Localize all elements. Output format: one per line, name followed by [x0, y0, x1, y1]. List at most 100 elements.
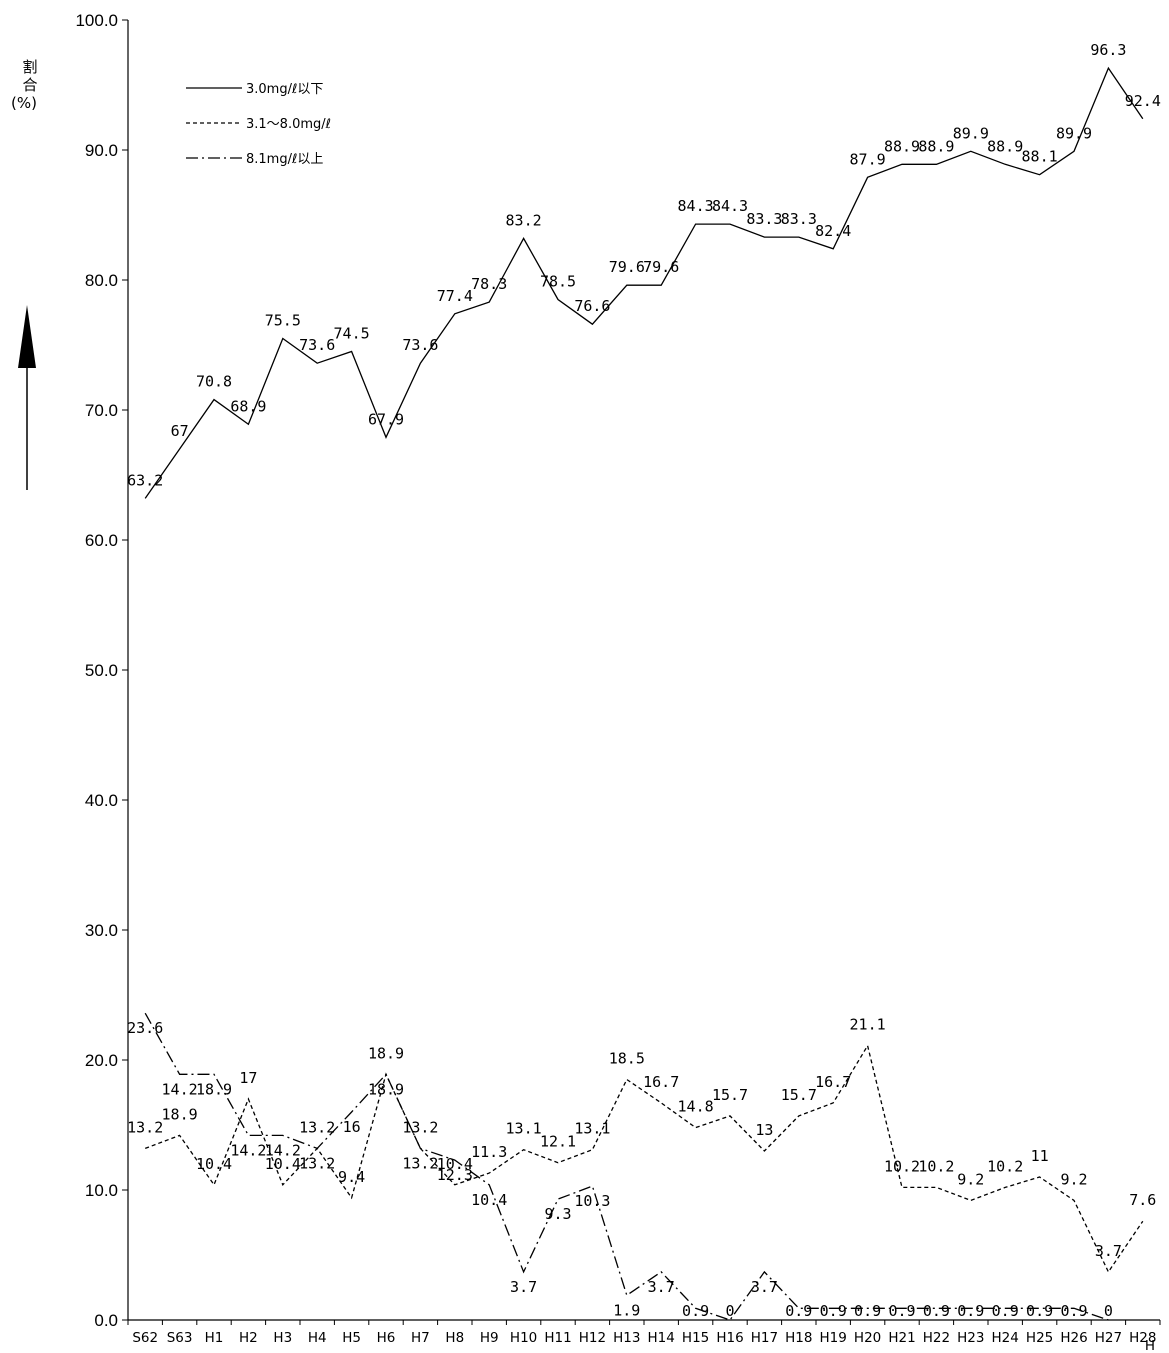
- legend: 3.0mg/ℓ以下 3.1～8.0mg/ℓ 8.1mg/ℓ以上: [186, 82, 331, 167]
- data-label: 13.2: [402, 1154, 438, 1172]
- data-label: 89.9: [1056, 124, 1092, 142]
- legend-label-1: 3.0mg/ℓ以下: [246, 82, 323, 97]
- y-axis-label-char-2: 合: [22, 76, 37, 94]
- data-label: 13.2: [299, 1118, 335, 1136]
- data-label: 0: [725, 1302, 734, 1320]
- data-label: 75.5: [265, 312, 301, 330]
- data-label: 78.3: [471, 275, 507, 293]
- data-label: 0.9: [820, 1302, 847, 1320]
- legend-label-2: 3.1～8.0mg/ℓ: [246, 117, 331, 132]
- x-tick-label: H19: [820, 1330, 847, 1346]
- data-label: 73.6: [402, 336, 438, 354]
- series-line-3: [144, 1012, 1109, 1321]
- data-label: 0: [1104, 1302, 1113, 1320]
- x-tick-label: H9: [480, 1330, 499, 1346]
- data-label: 9.4: [338, 1168, 365, 1186]
- data-label: 67.9: [368, 410, 404, 428]
- y-axis-label: 割 合 (%): [11, 58, 37, 112]
- x-axis-categories: S62 S63 H1 H2 H3 H4 H5 H6 H7 H8 H9 H10 H11 H12 H13 H14 H…: [127, 1320, 1161, 1346]
- y-tick-label: 0.0: [94, 1311, 118, 1330]
- data-label: 0.9: [923, 1302, 950, 1320]
- data-label: 9.2: [1060, 1170, 1087, 1188]
- data-label: 10.4: [265, 1155, 301, 1173]
- x-tick-label: H18: [785, 1330, 812, 1346]
- x-tick-label: H17: [751, 1330, 778, 1346]
- x-tick-label: H4: [308, 1330, 327, 1346]
- x-tick-label: H23: [957, 1330, 984, 1346]
- data-label: 0.9: [1060, 1302, 1087, 1320]
- data-label: 14.2: [230, 1141, 266, 1159]
- data-label: 16: [343, 1118, 361, 1136]
- y-tick-label: 10.0: [85, 1181, 118, 1200]
- data-label: 14.2: [162, 1080, 198, 1098]
- data-label: 82.4: [815, 222, 851, 240]
- y-tick-label: 90.0: [85, 141, 118, 160]
- data-label: 3.7: [648, 1278, 675, 1296]
- data-label: 13.2: [402, 1118, 438, 1136]
- data-label: 88.1: [1022, 148, 1058, 166]
- data-label: 7.6: [1129, 1191, 1156, 1209]
- data-label: 89.9: [953, 124, 989, 142]
- data-label: 10.2: [987, 1157, 1023, 1175]
- x-tick-label: H11: [544, 1330, 571, 1346]
- data-label: 88.9: [987, 137, 1023, 155]
- data-label: 0.9: [1026, 1302, 1053, 1320]
- data-label: 17: [239, 1069, 257, 1087]
- x-tick-label: H7: [411, 1330, 430, 1346]
- x-tick-label: H20: [854, 1330, 881, 1346]
- data-label: 12.3: [437, 1166, 473, 1184]
- data-label: 88.9: [918, 137, 954, 155]
- data-labels: 63.26770.868.975.573.674.567.973.677.478…: [127, 41, 1161, 1320]
- x-tick-label: H5: [342, 1330, 361, 1346]
- data-label: 15.7: [712, 1086, 748, 1104]
- data-label: 14.8: [678, 1098, 714, 1116]
- y-tick-label: 100.0: [75, 11, 118, 30]
- x-tick-label: H28: [1129, 1330, 1156, 1346]
- x-tick-label: H27: [1095, 1330, 1122, 1346]
- data-label: 10.2: [918, 1157, 954, 1175]
- data-label: 78.5: [540, 273, 576, 291]
- data-label: 9.2: [957, 1170, 984, 1188]
- data-label: 16.7: [643, 1073, 679, 1091]
- data-label: 0.9: [682, 1302, 709, 1320]
- data-label: 70.8: [196, 373, 232, 391]
- y-tick-label: 20.0: [85, 1051, 118, 1070]
- data-label: 84.3: [712, 197, 748, 215]
- series-line-1: [144, 66, 1144, 499]
- data-label: 87.9: [850, 150, 886, 168]
- data-label: 73.6: [299, 336, 335, 354]
- data-label: 21.1: [850, 1016, 886, 1034]
- data-label: 83.3: [746, 210, 782, 228]
- x-tick-label: S62: [132, 1330, 158, 1346]
- x-tick-label: H22: [923, 1330, 950, 1346]
- y-tick-label: 80.0: [85, 271, 118, 290]
- x-tick-label: H21: [888, 1330, 915, 1346]
- data-label: 9.3: [544, 1205, 571, 1223]
- data-label: 79.6: [643, 258, 679, 276]
- x-tick-label: H10: [510, 1330, 537, 1346]
- data-label: 23.6: [127, 1019, 163, 1037]
- y-tick-label: 70.0: [85, 401, 118, 420]
- data-label: 84.3: [678, 197, 714, 215]
- data-label: 18.9: [368, 1044, 404, 1062]
- x-tick-label: H25: [1026, 1330, 1053, 1346]
- data-label: 0.9: [992, 1302, 1019, 1320]
- data-label: 0.9: [888, 1302, 915, 1320]
- y-axis-label-char-1: 割: [22, 58, 37, 76]
- data-label: 13: [755, 1121, 773, 1139]
- data-label: 88.9: [884, 137, 920, 155]
- data-label: 83.2: [506, 211, 542, 229]
- y-tick-label: 60.0: [85, 531, 118, 550]
- x-tick-label: H26: [1060, 1330, 1087, 1346]
- x-tick-label: H1: [205, 1330, 224, 1346]
- data-label: 76.6: [574, 297, 610, 315]
- data-label: 11.3: [471, 1143, 507, 1161]
- up-arrow-icon: [18, 305, 36, 490]
- x-tick-label: H15: [682, 1330, 709, 1346]
- data-label: 10.4: [437, 1155, 473, 1173]
- data-label: 0.9: [854, 1302, 881, 1320]
- data-label: 3.7: [751, 1278, 778, 1296]
- data-label: 83.3: [781, 210, 817, 228]
- y-tick-label: 50.0: [85, 661, 118, 680]
